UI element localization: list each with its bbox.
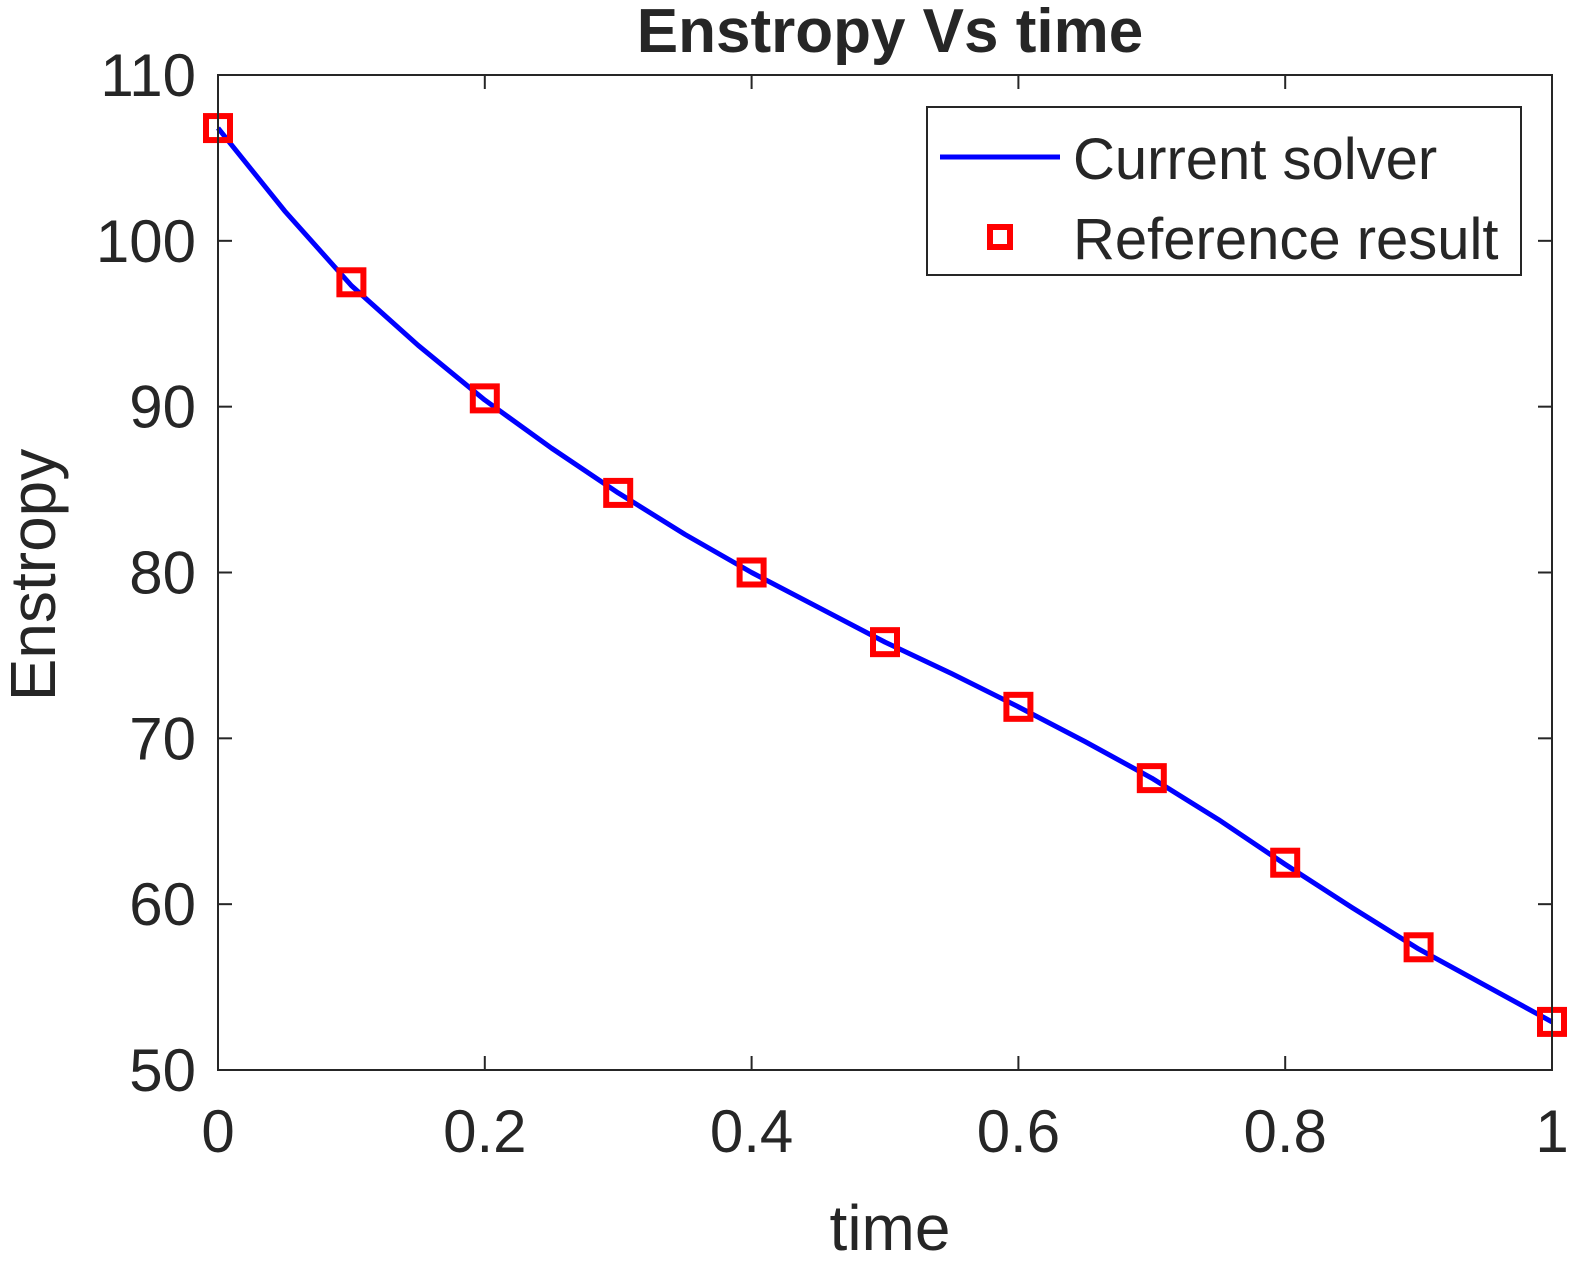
x-tick-label: 0.6: [977, 1098, 1060, 1165]
reference-marker: [1136, 763, 1167, 794]
reference-marker: [1403, 932, 1434, 963]
axes: 0 0.2 0.4 0.6 0.8 1 50 60 70 80 90 100 110: [96, 42, 1569, 1165]
reference-marker: [870, 627, 900, 658]
reference-marker: [469, 383, 500, 414]
reference-marker: [1003, 691, 1034, 722]
y-tick-label: 80: [129, 540, 196, 607]
x-tick-label: 0: [201, 1098, 234, 1165]
y-tick-label: 90: [129, 374, 196, 441]
series-line-current-solver: [216, 126, 1554, 1025]
reference-marker: [736, 557, 767, 588]
reference-marker: [336, 267, 367, 298]
y-tick-label: 110: [100, 42, 196, 109]
x-tick-label: 0.2: [443, 1098, 526, 1165]
x-tick-label: 0.8: [1243, 1098, 1326, 1165]
reference-marker: [603, 477, 634, 508]
reference-marker: [1270, 847, 1301, 878]
legend: Current solver Reference result: [926, 106, 1522, 276]
chart-title: Enstropy Vs time: [637, 0, 1143, 66]
x-axis-label: time: [830, 1192, 951, 1264]
y-axis-label: Enstropy: [0, 449, 69, 702]
x-tick-label: 1: [1535, 1098, 1568, 1165]
y-tick-label: 60: [129, 871, 196, 938]
legend-marker-swatch: [987, 224, 1013, 250]
legend-label: Reference result: [1073, 207, 1499, 272]
x-tick-label: 0.4: [710, 1098, 793, 1165]
y-tick-label: 70: [129, 705, 196, 772]
legend-box: [926, 106, 1522, 276]
y-tick-label: 50: [129, 1037, 196, 1104]
legend-label: Current solver: [1073, 127, 1437, 192]
y-tick-label: 100: [96, 208, 196, 275]
